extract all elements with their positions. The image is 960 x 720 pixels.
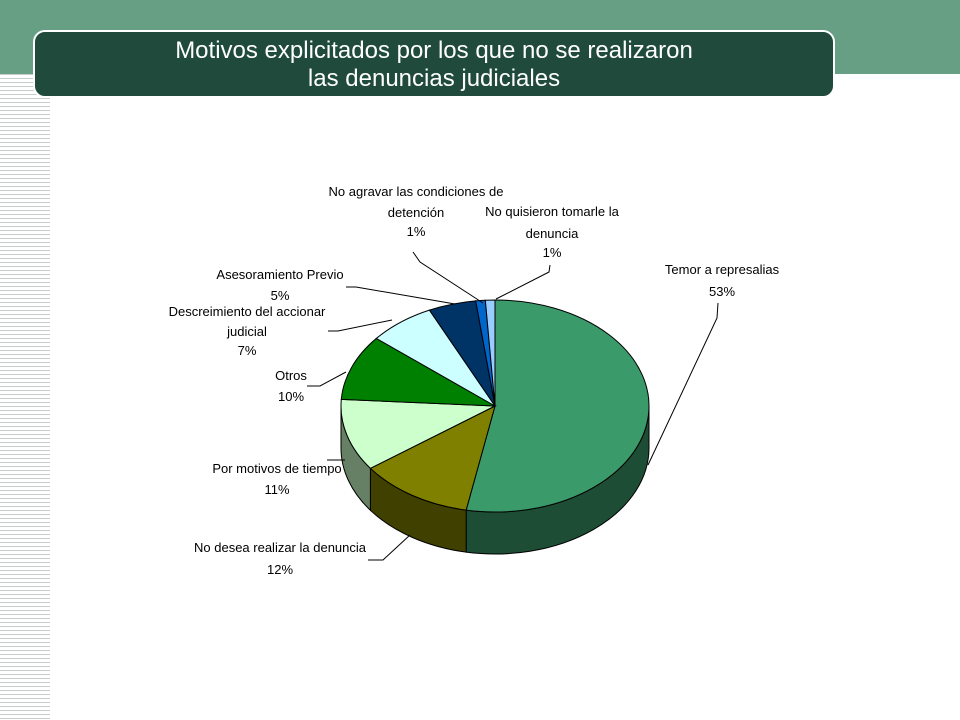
slice-pct-4: 7% (238, 343, 257, 358)
slice-label-1-0: No desea realizar la denuncia (194, 540, 367, 555)
slice-pct-6: 1% (407, 224, 426, 239)
pie-slice-1 (369, 405, 496, 511)
pie-slice-2 (340, 398, 497, 469)
leader-line-4 (328, 319, 393, 332)
leader-line-6 (412, 251, 484, 304)
pie-side-walls (340, 405, 650, 555)
leader-line-5 (346, 286, 456, 305)
slice-label-6-1: detención (388, 205, 444, 220)
slice-pct-2: 11% (264, 482, 289, 497)
slice-pct-7: 1% (543, 245, 562, 260)
leader-line-3 (307, 371, 347, 387)
slice-pct-5: 5% (271, 288, 290, 303)
chart-title-line1: Motivos explicitados por los que no se r… (175, 37, 693, 64)
pie-slice-3 (340, 337, 496, 407)
chart-title-line2: las denuncias judiciales (307, 65, 561, 92)
slice-label-6-0: No agravar las condiciones de (329, 184, 504, 199)
pie-labels: Temor a represalias 53% No desea realizar … (169, 184, 780, 577)
slice-label-0-0: Temor a represalias (665, 262, 780, 277)
slice-label-3-0: Otros (275, 368, 307, 383)
slice-pct-0: 53% (709, 284, 735, 299)
slice-pct-3: 10% (278, 389, 304, 404)
title-box: Motivos explicitados por los que no se r… (33, 30, 835, 98)
slice-pct-1: 12% (267, 562, 293, 577)
left-decor-stripe (0, 74, 50, 720)
pie-slice-7 (484, 299, 496, 407)
slice-label-4-0: Descreimiento del accionar (169, 304, 326, 319)
leader-line-0 (647, 302, 719, 466)
slice-label-7-1: denuncia (526, 226, 580, 241)
leader-line-7 (495, 264, 551, 300)
pie-slice-0 (465, 299, 650, 513)
slice-label-5-0: Asesoramiento Previo (216, 267, 343, 282)
slice-label-2-0: Por motivos de tiempo (212, 461, 341, 476)
pie-slices (340, 299, 650, 513)
leader-line-1 (368, 534, 411, 561)
slice-label-7-0: No quisieron tomarle la (485, 204, 619, 219)
slice-label-4-1: judicial (226, 324, 267, 339)
